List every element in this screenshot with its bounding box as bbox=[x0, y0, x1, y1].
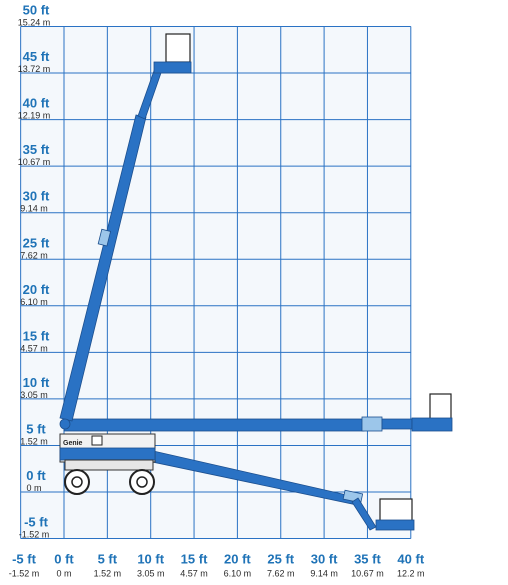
y-tick-m: 10.67 m bbox=[18, 157, 51, 167]
x-tick-ft: 25 ft bbox=[267, 552, 294, 567]
y-tick-ft: 35 ft bbox=[23, 142, 50, 157]
x-tick-m: 12.2 m bbox=[397, 569, 425, 579]
x-tick-m: 3.05 m bbox=[137, 569, 165, 579]
y-tick-ft: 40 ft bbox=[23, 96, 50, 111]
chassis: Genie bbox=[59, 418, 156, 495]
x-tick-m: -1.52 m bbox=[9, 569, 40, 579]
machine-label: Genie bbox=[63, 440, 83, 447]
y-tick-m: -1.52 m bbox=[19, 530, 50, 540]
y-tick-m: 13.72 m bbox=[18, 64, 51, 74]
y-tick-ft: -5 ft bbox=[24, 515, 49, 530]
y-tick-ft: 50 ft bbox=[23, 3, 50, 18]
boom-max-height-joint bbox=[97, 228, 112, 247]
boom-pivot bbox=[59, 418, 71, 430]
x-tick-m: 0 m bbox=[56, 569, 71, 579]
y-tick-m: 7.62 m bbox=[20, 250, 48, 260]
y-tick-ft: 30 ft bbox=[23, 189, 50, 204]
x-tick-m: 9.14 m bbox=[310, 569, 338, 579]
platform-max-outreach-rail bbox=[429, 393, 452, 421]
y-tick-m: 0 m bbox=[26, 483, 41, 493]
y-tick-ft: 15 ft bbox=[23, 328, 50, 343]
y-tick-m: 12.19 m bbox=[18, 111, 51, 121]
platform-max-outreach bbox=[411, 417, 453, 432]
wheel-front bbox=[129, 469, 155, 495]
x-tick-ft: 10 ft bbox=[137, 552, 164, 567]
boom-max-outreach-jib bbox=[381, 418, 413, 430]
x-tick-ft: 40 ft bbox=[397, 552, 424, 567]
platform-max-height bbox=[153, 61, 192, 74]
y-tick-ft: 5 ft bbox=[26, 421, 46, 436]
boom-below-grade bbox=[99, 439, 415, 531]
aerial-lift: Genie bbox=[59, 33, 453, 531]
platform-below-grade bbox=[375, 519, 415, 531]
x-tick-ft: 5 ft bbox=[98, 552, 118, 567]
x-tick-ft: 20 ft bbox=[224, 552, 251, 567]
y-tick-ft: 45 ft bbox=[23, 49, 50, 64]
platform-max-height-rail bbox=[165, 33, 191, 63]
y-tick-ft: 20 ft bbox=[23, 282, 50, 297]
x-tick-m: 1.52 m bbox=[94, 569, 122, 579]
y-tick-ft: 0 ft bbox=[26, 468, 46, 483]
x-tick-m: 10.67 m bbox=[351, 569, 384, 579]
boom-max-height bbox=[59, 33, 192, 422]
y-tick-ft: 25 ft bbox=[23, 235, 50, 250]
counterweight bbox=[59, 447, 156, 461]
platform-below-grade-rail bbox=[379, 498, 413, 522]
x-tick-ft: 0 ft bbox=[54, 552, 74, 567]
y-tick-m: 15.24 m bbox=[18, 18, 51, 28]
x-tick-ft: 35 ft bbox=[354, 552, 381, 567]
y-tick-m: 6.10 m bbox=[20, 297, 48, 307]
boom-below-grade-jib bbox=[351, 497, 377, 531]
y-tick-m: 1.52 m bbox=[20, 436, 48, 446]
y-tick-m: 3.05 m bbox=[20, 390, 48, 400]
y-tick-m: 9.14 m bbox=[20, 204, 48, 214]
y-tick-ft: 10 ft bbox=[23, 375, 50, 390]
base bbox=[64, 459, 154, 471]
boom-max-outreach-arm bbox=[63, 418, 365, 432]
x-tick-ft: -5 ft bbox=[12, 552, 37, 567]
x-tick-m: 4.57 m bbox=[180, 569, 208, 579]
control-box bbox=[91, 435, 103, 446]
x-tick-ft: 30 ft bbox=[311, 552, 338, 567]
y-tick-m: 4.57 m bbox=[20, 343, 48, 353]
boom-max-outreach-joint bbox=[361, 416, 383, 432]
wheel-rear bbox=[64, 469, 90, 495]
x-tick-m: 6.10 m bbox=[224, 569, 252, 579]
boom-max-outreach bbox=[63, 393, 453, 432]
x-tick-ft: 15 ft bbox=[181, 552, 208, 567]
x-tick-m: 7.62 m bbox=[267, 569, 295, 579]
x-axis: -5 ft -1.52 m 0 ft 0 m 5 ft 1.52 m 10 ft 3.05 m… bbox=[9, 552, 425, 579]
